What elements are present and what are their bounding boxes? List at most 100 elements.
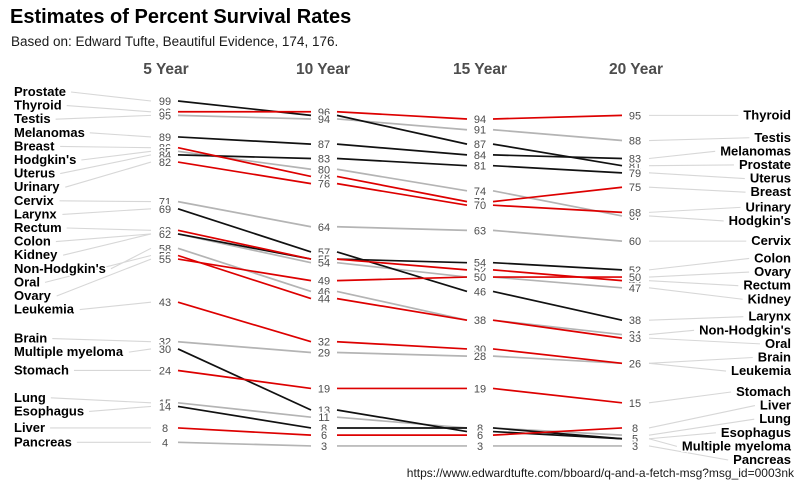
value-label-thyroid-5year: 96 bbox=[159, 107, 171, 119]
leader-line-right-non-hodgkin-s bbox=[648, 329, 695, 336]
slope-lines bbox=[177, 100, 623, 447]
series-label-right-thyroid: Thyroid bbox=[743, 107, 791, 122]
series-label-left-esophagus: Esophagus bbox=[14, 403, 84, 418]
series-label-left-multiple-myeloma: Multiple myeloma bbox=[14, 344, 124, 359]
slope-line-testis bbox=[336, 118, 468, 131]
slope-line-brain bbox=[177, 340, 312, 354]
leader-line-left-testis bbox=[55, 114, 152, 120]
leader-line-right-larynx bbox=[648, 316, 744, 321]
slope-line-oral bbox=[492, 319, 623, 339]
leader-line-left-multiple-myeloma bbox=[128, 348, 152, 353]
series-label-right-lung: Lung bbox=[759, 411, 791, 426]
value-label-kidney-15year: 50 bbox=[474, 272, 486, 284]
slope-line-uterus bbox=[177, 154, 312, 160]
leader-line-right-pancreas bbox=[648, 445, 729, 461]
slope-line-breast bbox=[492, 186, 623, 203]
value-label-brain-5year: 32 bbox=[159, 337, 171, 349]
value-label-oral-5year: 56 bbox=[159, 250, 171, 262]
leader-line-right-esophagus bbox=[648, 432, 716, 440]
slope-line-prostate bbox=[336, 114, 468, 145]
leader-line-left-melanomas bbox=[89, 132, 152, 138]
slope-line-larynx bbox=[336, 251, 468, 293]
value-label-esophagus-15year: 8 bbox=[477, 423, 483, 435]
series-label-right-rectum: Rectum bbox=[743, 278, 791, 293]
series-label-left-ovary: Ovary bbox=[14, 288, 52, 303]
column-header-20-year: 20 Year bbox=[608, 61, 664, 78]
series-label-right-brain: Brain bbox=[758, 349, 791, 364]
value-label-multiple-myeloma-20year: 5 bbox=[632, 434, 638, 446]
series-label-left-breast: Breast bbox=[14, 138, 55, 153]
series-label-left-larynx: Larynx bbox=[14, 206, 57, 221]
value-label-liver-10year: 6 bbox=[321, 430, 327, 442]
leader-line-right-colon bbox=[648, 257, 750, 271]
value-label-urinary-20year: 68 bbox=[629, 207, 641, 219]
value-label-non-hodgkin-s-15year: 38 bbox=[474, 315, 486, 327]
series-label-left-lung: Lung bbox=[14, 390, 46, 405]
series-label-left-stomach: Stomach bbox=[14, 362, 69, 377]
slope-line-thyroid bbox=[492, 114, 623, 120]
slope-line-esophagus bbox=[492, 427, 623, 440]
value-label-testis-15year: 91 bbox=[474, 125, 486, 137]
slope-line-rectum bbox=[336, 258, 468, 271]
slope-line-rectum bbox=[492, 269, 623, 282]
value-label-hodgkin-s-10year: 80 bbox=[318, 164, 330, 176]
leader-line-left-prostate bbox=[70, 91, 152, 102]
series-label-right-urinary: Urinary bbox=[745, 199, 791, 214]
slope-line-stomach bbox=[492, 387, 623, 404]
value-label-uterus-20year: 79 bbox=[629, 168, 641, 180]
slope-line-hodgkin-s bbox=[177, 150, 312, 171]
series-label-right-melanomas: Melanomas bbox=[720, 143, 791, 158]
slope-line-cervix bbox=[336, 225, 468, 232]
value-label-rectum-10year: 55 bbox=[318, 254, 330, 266]
value-label-melanomas-5year: 89 bbox=[159, 132, 171, 144]
series-label-left-testis: Testis bbox=[14, 111, 51, 126]
value-label-thyroid-20year: 95 bbox=[629, 110, 641, 122]
slope-line-melanomas bbox=[177, 136, 312, 145]
series-label-right-uterus: Uterus bbox=[750, 171, 791, 186]
value-label-kidney-5year: 62 bbox=[159, 229, 171, 241]
value-label-oral-20year: 33 bbox=[629, 333, 641, 345]
value-label-urinary-15year: 70 bbox=[474, 200, 486, 212]
value-label-colon-5year: 62 bbox=[159, 229, 171, 241]
series-label-left-cervix: Cervix bbox=[14, 193, 55, 208]
leader-line-right-brain bbox=[648, 356, 753, 364]
series-label-right-leukemia: Leukemia bbox=[731, 363, 792, 378]
value-label-stomach-5year: 24 bbox=[159, 365, 171, 377]
column-header-10-year: 10 Year bbox=[295, 61, 351, 78]
leader-line-right-urinary bbox=[648, 206, 741, 213]
value-label-testis-5year: 95 bbox=[159, 110, 171, 122]
leader-line-left-rectum bbox=[66, 227, 152, 231]
series-labels: ProstateThyroidTestisMelanomasBreastHodg… bbox=[13, 83, 794, 469]
leader-line-left-colon bbox=[55, 233, 152, 243]
leader-line-right-stomach bbox=[648, 391, 732, 404]
slope-line-uterus bbox=[336, 157, 468, 167]
slope-line-testis bbox=[492, 128, 623, 142]
leader-line-right-rectum bbox=[648, 280, 739, 287]
series-label-right-oral: Oral bbox=[765, 336, 791, 351]
series-label-right-liver: Liver bbox=[760, 398, 791, 413]
slope-line-urinary bbox=[492, 204, 623, 214]
slope-line-oral bbox=[336, 297, 468, 322]
series-label-right-kidney: Kidney bbox=[748, 291, 792, 306]
value-label-stomach-15year: 19 bbox=[474, 383, 486, 395]
value-label-colon-15year: 54 bbox=[474, 258, 486, 270]
slope-line-non-hodgkin-s bbox=[336, 290, 468, 322]
leader-line-right-hodgkin-s bbox=[648, 215, 724, 222]
leader-line-right-prostate bbox=[648, 164, 734, 167]
slope-line-brain bbox=[492, 355, 623, 365]
value-label-cervix-10year: 64 bbox=[318, 222, 330, 234]
leader-line-left-non-hodgkin-s bbox=[110, 247, 152, 270]
series-label-left-melanomas: Melanomas bbox=[14, 125, 85, 140]
leader-line-left-leukemia bbox=[79, 301, 152, 311]
value-label-leukemia-15year: 30 bbox=[474, 344, 486, 356]
series-label-left-brain: Brain bbox=[14, 331, 47, 346]
value-label-larynx-20year: 38 bbox=[629, 315, 641, 327]
value-label-multiple-myeloma-10year: 13 bbox=[318, 405, 330, 417]
value-label-leukemia-5year: 43 bbox=[159, 297, 171, 309]
value-label-liver-5year: 8 bbox=[162, 423, 168, 435]
leader-lines bbox=[44, 91, 761, 461]
value-label-esophagus-5year: 14 bbox=[159, 401, 171, 413]
slope-line-hodgkin-s bbox=[336, 168, 468, 192]
